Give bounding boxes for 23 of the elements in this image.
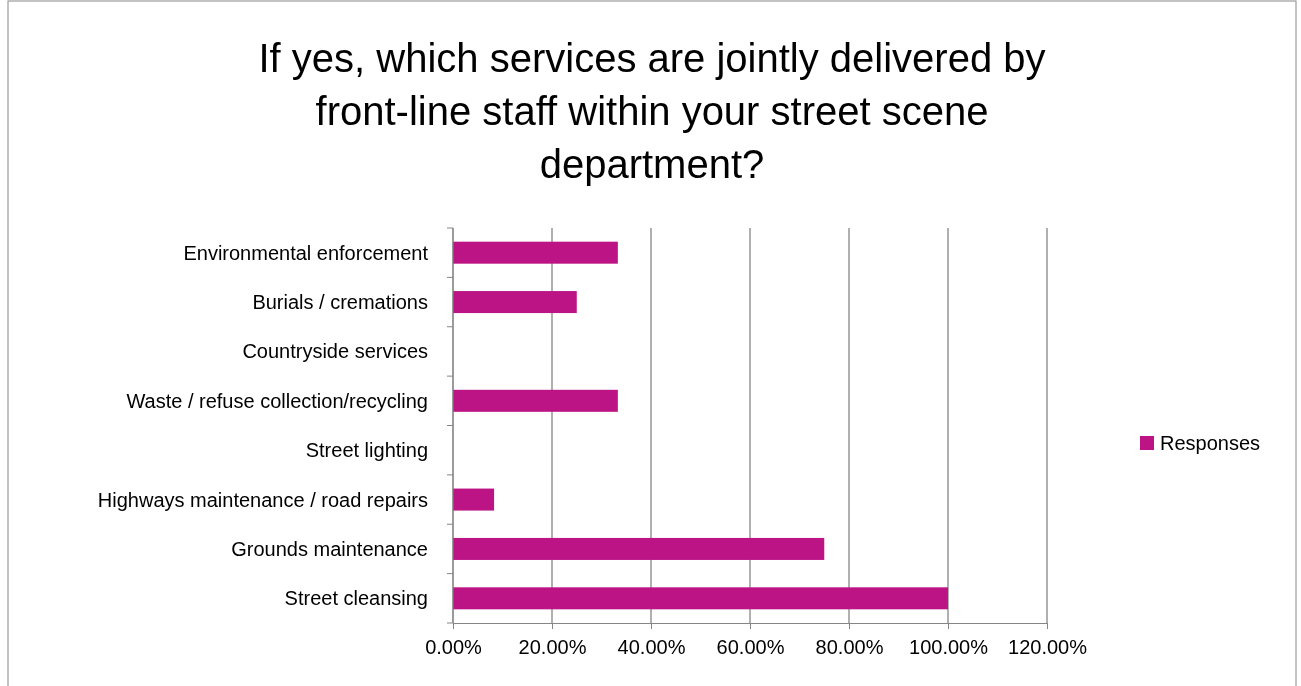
y-tick-label: Burials / cremations [252, 291, 428, 314]
y-tick-label: Waste / refuse collection/recycling [126, 389, 428, 412]
y-tick-label: Street cleansing [284, 587, 428, 610]
bar [453, 537, 825, 560]
bar [453, 587, 948, 610]
x-tick-label: 120.00% [1008, 636, 1088, 658]
x-tick-label: 20.00% [518, 636, 587, 658]
x-tick-label: 0.00% [425, 636, 483, 658]
y-tick-label: Environmental enforcement [183, 241, 429, 264]
y-tick-label: Street lighting [305, 439, 428, 462]
bar [453, 291, 577, 314]
y-tick-label: Grounds maintenance [231, 537, 428, 560]
chart-title: If yes, which services are jointly delivered by front-line staff within your street scene department? [258, 36, 1046, 186]
y-tick-label: Countryside services [242, 340, 428, 363]
x-tick-label: 40.00% [617, 636, 686, 658]
legend-label: Responses [1160, 432, 1261, 454]
y-tick-label: Highways maintenance / road repairs [97, 488, 428, 511]
x-tick-label: 80.00% [815, 636, 884, 658]
bar [453, 389, 618, 412]
bar [453, 241, 618, 264]
bar [453, 488, 495, 511]
x-tick-label: 100.00% [909, 636, 989, 658]
x-tick-label: 60.00% [716, 636, 785, 658]
